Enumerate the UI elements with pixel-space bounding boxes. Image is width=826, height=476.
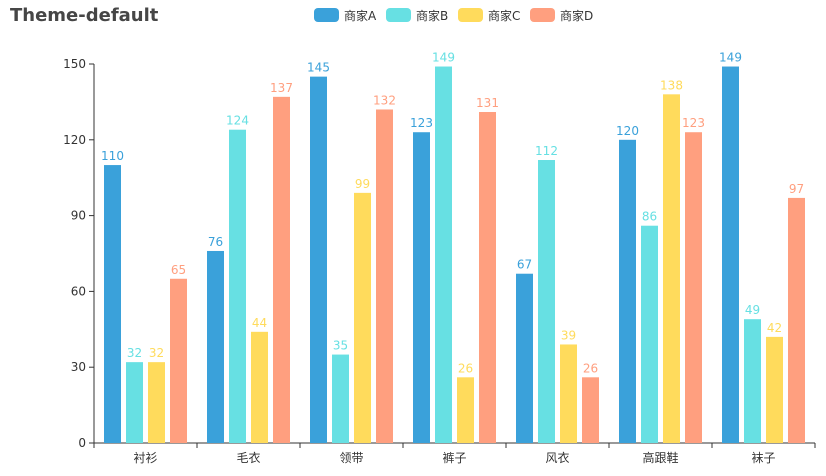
data-label: 124 [226,114,249,128]
data-label: 110 [101,149,124,163]
data-label: 86 [642,210,657,224]
bar [170,278,187,443]
x-tick-label: 衬衫 [133,451,157,465]
x-tick-label: 风衣 [545,450,569,465]
bar [251,331,268,443]
bar [126,362,143,443]
bar [435,66,452,443]
y-tick-label: 90 [71,209,86,223]
data-label: 149 [432,51,455,65]
bar [148,362,165,443]
bar [229,129,246,443]
data-label: 67 [517,258,532,272]
bar [207,250,224,443]
data-label: 137 [270,81,293,95]
data-label: 97 [789,182,804,196]
data-label: 49 [745,303,760,317]
bar [788,197,805,443]
bar [582,377,599,443]
legend-label-series-c: 商家C [488,8,521,23]
data-label: 76 [208,235,223,249]
data-label: 99 [355,177,370,191]
legend: 商家A 商家B 商家C 商家D [0,7,826,25]
legend-swatch-series-d [530,8,555,22]
data-label: 32 [149,346,164,360]
bar [560,344,577,443]
data-label: 26 [583,361,598,375]
data-label: 39 [561,328,576,342]
legend-swatch-series-c [458,8,483,22]
data-label: 26 [458,361,473,375]
x-tick-label: 袜子 [751,451,775,465]
bar [457,377,474,443]
legend-item-series-d[interactable]: 商家D [530,7,593,23]
legend-swatch-series-b [386,8,411,22]
data-label: 42 [767,321,782,335]
legend-swatch-series-a [314,8,339,22]
bar [332,354,349,443]
data-label: 120 [616,124,639,138]
y-tick-label: 120 [63,133,86,147]
bar [744,319,761,443]
x-tick-label: 高跟鞋 [642,450,678,465]
legend-label-series-b: 商家B [416,8,449,23]
data-label: 131 [476,96,499,110]
data-label: 149 [719,51,742,65]
bar [310,76,327,443]
legend-item-series-c[interactable]: 商家C [458,7,520,23]
x-tick-label: 领带 [339,451,363,465]
bar [516,273,533,443]
data-label: 145 [307,61,330,75]
bar [413,132,430,443]
bar [104,165,121,444]
bar [479,112,496,444]
data-label: 44 [252,316,267,330]
data-label: 132 [373,93,396,107]
bar [663,94,680,443]
legend-item-series-a[interactable]: 商家A [314,7,376,23]
y-tick-label: 60 [71,284,86,298]
bar [538,160,555,443]
data-label: 123 [682,116,705,130]
bar [354,192,371,443]
legend-label-series-a: 商家A [344,8,377,23]
bar [685,132,702,443]
data-label: 123 [410,116,433,130]
y-tick-label: 30 [71,360,86,374]
bar [273,96,290,443]
x-tick-label: 裤子 [442,451,466,465]
legend-item-series-b[interactable]: 商家B [386,7,448,23]
data-label: 138 [660,78,683,92]
legend-label-series-d: 商家D [560,8,594,23]
bar [376,109,393,443]
data-label: 35 [333,339,348,353]
bar [766,336,783,443]
bar [722,66,739,443]
data-label: 65 [171,263,186,277]
bar [619,139,636,444]
chart-title: Theme-default [10,5,159,26]
y-tick-label: 150 [63,57,86,71]
bar [641,225,658,443]
y-tick-label: 0 [78,436,86,450]
x-tick-label: 毛衣 [236,450,260,465]
data-label: 32 [127,346,142,360]
data-label: 112 [535,144,558,158]
